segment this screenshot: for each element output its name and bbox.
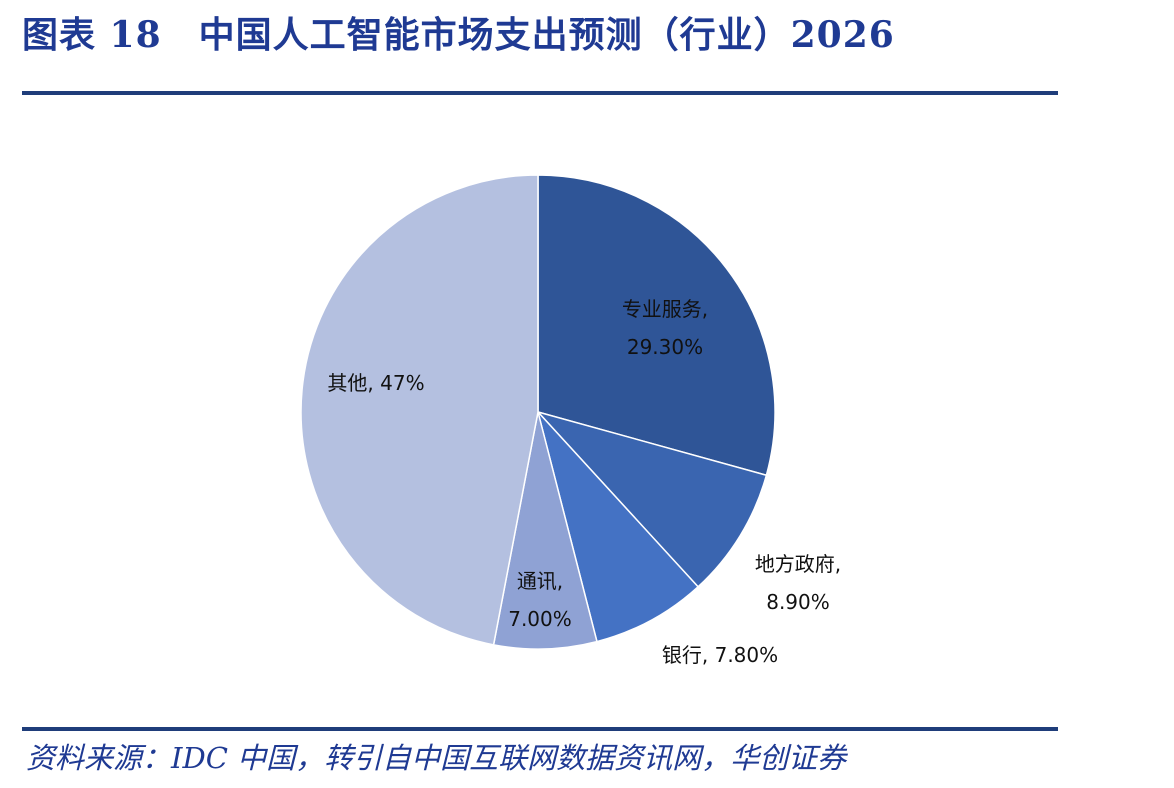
- slice-label: 专业服务,: [622, 297, 708, 321]
- slice-label: 银行, 7.80%: [662, 643, 778, 667]
- source-note: 资料来源：IDC 中国，转引自中国互联网数据资讯网，华创证券: [26, 741, 847, 775]
- slice-label: 通讯,: [517, 569, 563, 593]
- pie-slice: [535, 410, 768, 588]
- bottom-rule: [22, 727, 1058, 731]
- figure-title: 图表 18 中国人工智能市场支出预测（行业）2026: [22, 14, 895, 56]
- slice-value-label: 7.00%: [508, 607, 572, 631]
- pie-slice: [537, 174, 776, 477]
- pie-slice: [492, 411, 598, 650]
- top-rule: [22, 91, 1058, 95]
- pie-labels: 专业服务, 29.30% 地方政府, 8.90% 银行, 7.80% 通讯, 7.00% 其他…: [327, 297, 841, 667]
- pie-slice: [537, 411, 700, 643]
- pie-slices: [300, 174, 776, 650]
- slice-value-label: 29.30%: [627, 335, 703, 359]
- slice-label: 其他, 47%: [327, 371, 424, 395]
- slice-value-label: 8.90%: [766, 590, 830, 614]
- pie-slice: [300, 174, 539, 646]
- slice-label: 地方政府,: [755, 552, 841, 576]
